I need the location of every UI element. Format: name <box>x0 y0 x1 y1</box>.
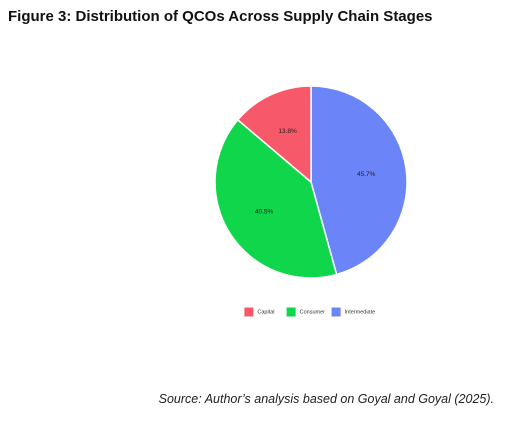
chart-legend: Capital Consumer Intermediate <box>244 307 376 317</box>
legend-label-consumer: Consumer <box>300 309 326 315</box>
source-note: Source: Author’s analysis based on Goyal… <box>158 392 494 406</box>
slice-label-intermediate: 45.7% <box>357 171 376 178</box>
legend-label-intermediate: Intermediate <box>345 309 376 315</box>
legend-label-capital: Capital <box>257 309 274 315</box>
legend-item-intermediate: Intermediate <box>331 307 376 317</box>
slice-label-consumer: 40.5% <box>255 209 274 216</box>
pie-slices <box>214 85 408 279</box>
legend-swatch-intermediate <box>331 307 341 317</box>
slice-label-capital: 13.8% <box>278 128 297 135</box>
legend-item-consumer: Consumer <box>286 307 326 317</box>
pie-slice-intermediate <box>310 85 408 276</box>
pie-slice-labels: 45.7% 40.5% 13.8% <box>255 128 376 216</box>
legend-swatch-consumer <box>286 307 296 317</box>
figure-title: Figure 3: Distribution of QCOs Across Su… <box>8 8 433 25</box>
pie-slice-capital <box>236 85 312 184</box>
pie-slice-consumer <box>214 118 338 279</box>
legend-item-capital: Capital <box>244 307 275 317</box>
legend-swatch-capital <box>244 307 254 317</box>
